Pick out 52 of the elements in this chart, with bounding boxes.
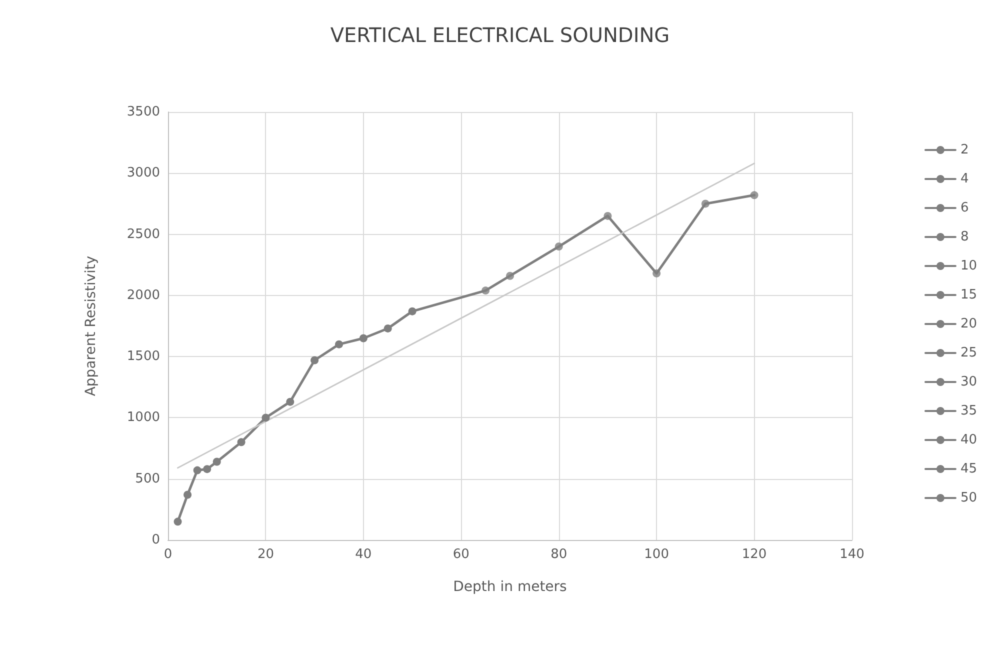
y-tick-label: 1000 [126,410,160,426]
point [554,242,563,251]
point [286,398,294,406]
y-tick-label: 3000 [126,166,160,181]
legend-label: 8 [960,230,969,244]
point [482,286,490,295]
legend-label: 4 [960,172,969,186]
x-tick-label: 120 [742,547,767,562]
point [237,438,246,446]
point [750,191,758,200]
point [408,307,416,316]
legend-label: 25 [960,346,978,360]
point [262,414,270,422]
point [604,212,612,220]
legend-label: 50 [960,490,978,506]
point [701,200,710,208]
x-tick-label: 140 [840,547,864,562]
chart-title: VERTICAL ELECTRICAL SOUNDING [330,23,670,47]
legend-label: 30 [960,374,978,390]
point [212,458,221,466]
y-tick-label: 2500 [126,226,160,242]
x-axis-title: Depth in meters [453,579,567,595]
point [184,490,192,499]
y-tick-label: 500 [135,471,160,486]
point [335,340,343,348]
x-tick-label: 20 [257,547,274,562]
y-tick-label: 1500 [126,349,160,364]
x-tick-label: 80 [550,547,568,562]
legend-label: 15 [960,288,978,302]
x-tick-label: 60 [452,547,470,562]
y-tick-label: 3500 [126,104,160,120]
point [652,269,661,278]
x-tick-label: 40 [355,547,372,562]
legend-label: 10 [960,258,978,274]
point [193,466,202,474]
point [310,356,319,364]
legend-label: 20 [960,316,978,332]
point [174,518,182,526]
y-tick-label: 0 [152,532,160,548]
point [203,465,212,474]
legend-label: 45 [960,462,978,476]
x-tick-label: 100 [644,547,669,562]
legend-label: 2 [960,142,969,158]
legend-label: 6 [960,200,969,216]
x-tick-label: 0 [164,547,172,562]
legend-label: 40 [960,432,978,448]
y-axis-title: Apparent Resistivity [83,256,99,396]
point [506,272,514,280]
legend-label: 35 [960,404,978,418]
y-tick-label: 2000 [126,288,160,303]
point [384,324,392,332]
point [359,334,368,342]
